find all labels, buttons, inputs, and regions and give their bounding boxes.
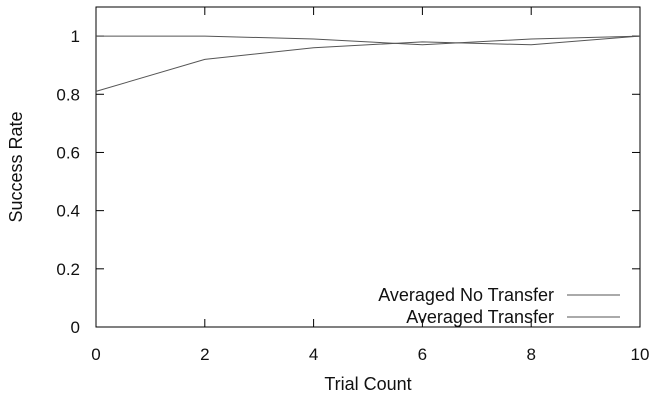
x-tick-label: 8 bbox=[526, 345, 535, 364]
y-axis-title: Success Rate bbox=[6, 111, 26, 222]
y-tick-label: 0.6 bbox=[56, 143, 80, 162]
plot-frame bbox=[95, 6, 641, 328]
x-axis-ticks: 0 2 4 6 8 10 bbox=[91, 7, 649, 364]
series-line-2 bbox=[95, 35, 641, 92]
legend-label-1: Averaged No Transfer bbox=[378, 285, 554, 305]
y-tick-label: 0.8 bbox=[56, 85, 80, 104]
y-axis-ticks: 0 0.2 0.4 0.6 0.8 1 bbox=[56, 27, 640, 337]
y-tick-label: 0.4 bbox=[56, 202, 80, 221]
series-lines bbox=[95, 35, 641, 92]
x-tick-label: 2 bbox=[200, 345, 209, 364]
legend-label-2: Averaged Transfer bbox=[406, 307, 554, 327]
x-axis-title: Trial Count bbox=[324, 374, 411, 394]
x-tick-label: 10 bbox=[631, 345, 650, 364]
x-tick-label: 4 bbox=[309, 345, 318, 364]
series-line-1 bbox=[96, 35, 641, 46]
y-tick-label: 0 bbox=[71, 318, 80, 337]
x-tick-label: 6 bbox=[418, 345, 427, 364]
y-tick-label: 1 bbox=[71, 27, 80, 46]
x-tick-label: 0 bbox=[91, 345, 100, 364]
y-tick-label: 0.2 bbox=[56, 260, 80, 279]
